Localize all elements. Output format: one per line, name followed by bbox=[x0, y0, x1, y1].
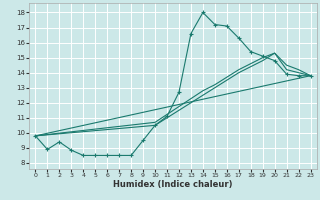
X-axis label: Humidex (Indice chaleur): Humidex (Indice chaleur) bbox=[113, 180, 233, 189]
